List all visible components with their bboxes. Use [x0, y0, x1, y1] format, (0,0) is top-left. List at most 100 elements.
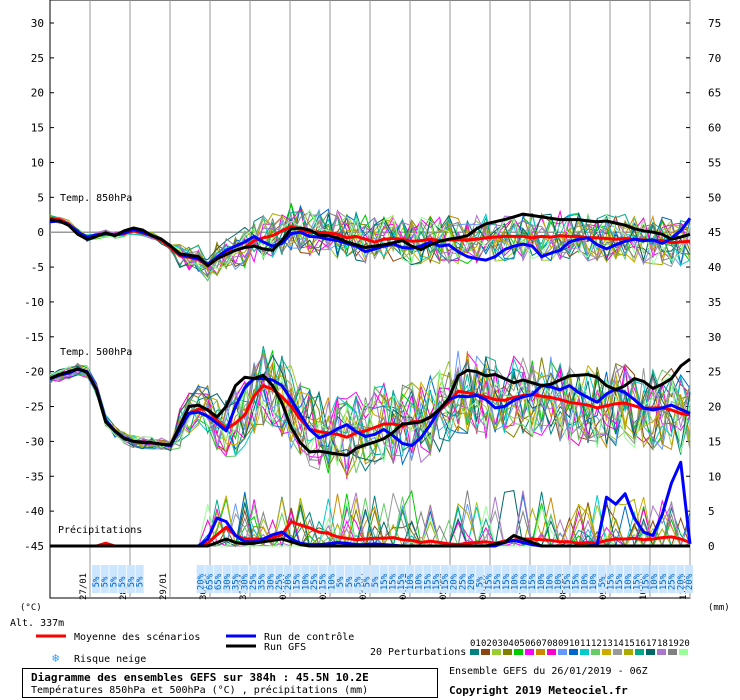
- snow-risk-label: 15%: [397, 573, 407, 590]
- y-tick-label-left: -30: [24, 435, 44, 448]
- snow-risk-label: 15%: [633, 573, 643, 590]
- perturbation-swatch: [613, 649, 622, 655]
- perturbation-id-label: 04: [503, 639, 514, 649]
- snow-risk-bg: [371, 565, 380, 593]
- perturbation-swatch: [679, 649, 688, 655]
- perturbation-swatch: [569, 649, 578, 655]
- altitude-label: Alt. 337m: [10, 618, 64, 629]
- snow-risk-label: 25%: [668, 573, 678, 590]
- snow-risk-bg: [440, 565, 449, 593]
- pane-label-precip: Précipitations: [58, 524, 142, 536]
- snow-risk-bg: [545, 565, 554, 593]
- snow-risk-bg: [641, 565, 650, 593]
- snow-risk-label: 35%: [258, 573, 268, 590]
- right-axis-unit: (mm): [708, 603, 730, 613]
- y-tick-label-left: -5: [31, 261, 44, 274]
- y-tick-label-left: 5: [37, 191, 44, 204]
- snow-risk-bg: [379, 565, 388, 593]
- snow-risk-bg: [336, 565, 345, 593]
- perturbation-id-label: 03: [492, 639, 503, 649]
- y-tick-label-right: 5: [708, 505, 715, 518]
- snow-risk-label: 20%: [676, 573, 686, 590]
- y-tick-label-right: 20: [708, 401, 721, 414]
- y-tick-label-right: 15: [708, 435, 721, 448]
- snow-risk-bg: [493, 565, 502, 593]
- snow-risk-label: 10%: [537, 573, 547, 590]
- perturbation-id-label: 10: [569, 639, 580, 649]
- snow-risk-label: 15%: [293, 573, 303, 590]
- snow-risk-bg: [685, 565, 693, 593]
- y-tick-label-right: 75: [708, 17, 721, 30]
- snow-risk-label: 20%: [197, 573, 207, 590]
- y-tick-label-left: -20: [24, 366, 44, 379]
- snow-risk-bg: [501, 565, 510, 593]
- chart-caption-subtitle: Températures 850hPa et 500hPa (°C) , pré…: [31, 685, 369, 696]
- legend-mean-label: Moyenne des scénarios: [74, 631, 200, 643]
- snow-risk-label: 10%: [406, 573, 416, 590]
- y-tick-label-left: 25: [31, 52, 44, 65]
- snow-risk-label: 15%: [528, 573, 538, 590]
- x-tick-label: 27/01: [79, 573, 89, 600]
- perturbation-id-label: 05: [514, 639, 525, 649]
- perturbation-id-label: 15: [624, 639, 635, 649]
- snow-risk-label: 5%: [345, 576, 355, 587]
- perturbation-swatch: [536, 649, 545, 655]
- snow-risk-label: 10%: [589, 573, 599, 590]
- perturbation-t500-line: [49, 361, 691, 457]
- ensemble-run-label: Ensemble GEFS du 26/01/2019 - 06Z: [449, 666, 648, 677]
- snow-risk-bg: [388, 565, 397, 593]
- legend-gfs-label: Run GFS: [264, 642, 306, 653]
- snow-risk-label: 20%: [450, 573, 460, 590]
- snow-risk-label: 30%: [240, 573, 250, 590]
- y-tick-label-right: 60: [708, 122, 721, 135]
- series-precip-line: [50, 534, 690, 548]
- y-tick-label-left: -35: [24, 470, 44, 483]
- snow-risk-bg: [458, 565, 467, 593]
- y-tick-label-left: -10: [24, 296, 44, 309]
- snow-risk-label: 5%: [127, 576, 137, 587]
- perturbation-id-label: 01: [470, 639, 481, 649]
- snow-risk-label: 20%: [685, 573, 695, 590]
- perturbation-swatch: [591, 649, 600, 655]
- perturbation-swatch: [657, 649, 666, 655]
- snow-risk-bg: [205, 565, 214, 593]
- snow-risk-label: 15%: [319, 573, 329, 590]
- snow-risk-label: 30%: [223, 573, 233, 590]
- snow-risk-label: 30%: [266, 573, 276, 590]
- y-tick-label-left: 10: [31, 156, 44, 169]
- snow-risk-label: 5%: [118, 576, 128, 587]
- snow-risk-label: 15%: [563, 573, 573, 590]
- y-tick-label-right: 70: [708, 52, 721, 65]
- snow-risk-label: 10%: [650, 573, 660, 590]
- snow-risk-label: 15%: [484, 573, 494, 590]
- legend-snow-label: Risque neige: [74, 654, 146, 665]
- snow-risk-label: 5%: [371, 576, 381, 587]
- perturbation-id-label: 20: [679, 639, 690, 649]
- snow-risk-bg: [196, 565, 205, 593]
- perturbation-swatch: [547, 649, 556, 655]
- perturbation-id-label: 12: [591, 639, 602, 649]
- y-tick-label-right: 55: [708, 156, 721, 169]
- snow-risk-bg: [571, 565, 580, 593]
- snow-risk-label: 15%: [493, 573, 503, 590]
- snow-risk-bg: [283, 565, 292, 593]
- perturbation-t500-line: [49, 353, 691, 464]
- snow-risk-label: 35%: [232, 573, 242, 590]
- perturbation-swatches: 01 02 03 04 05 06 07 08 09 10 11 12 13 14 15 16 17 18 19 20: [470, 639, 690, 655]
- snow-risk-label: 10%: [519, 573, 529, 590]
- y-tick-label-left: 15: [31, 122, 44, 135]
- perturbation-swatch: [525, 649, 534, 655]
- snow-risk-label: 15%: [432, 573, 442, 590]
- snow-risk-label: 25%: [249, 573, 259, 590]
- snow-risk-bg: [301, 565, 310, 593]
- snow-risk-bg: [397, 565, 406, 593]
- snow-risk-label: 5%: [92, 576, 102, 587]
- perturbation-swatch: [646, 649, 655, 655]
- perturbation-id-label: 13: [602, 639, 613, 649]
- snow-risk-bg: [248, 565, 257, 593]
- snow-risk-bg: [449, 565, 458, 593]
- perturbation-id-label: 07: [536, 639, 547, 649]
- perturbation-id-label: 08: [547, 639, 558, 649]
- snow-risk-bg: [554, 565, 563, 593]
- chart-caption-title: Diagramme des ensembles GEFS sur 384h : …: [31, 671, 369, 684]
